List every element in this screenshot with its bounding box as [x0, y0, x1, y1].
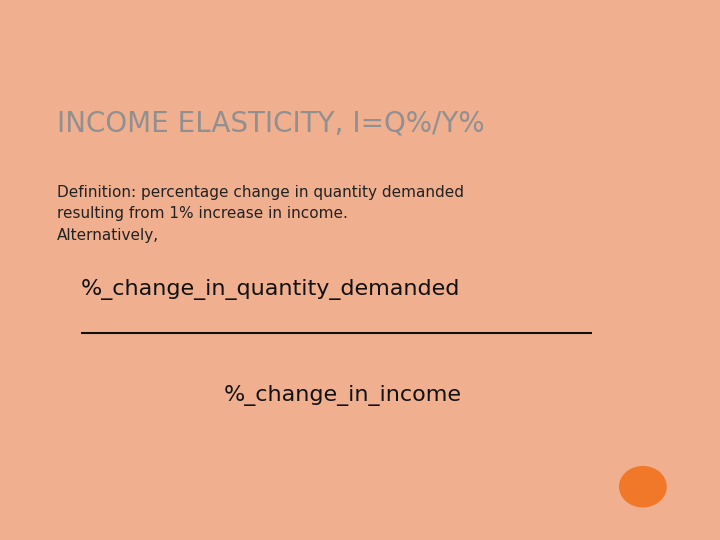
Text: INCOME ELASTICITY, I=Q%/Y%: INCOME ELASTICITY, I=Q%/Y% — [57, 110, 485, 138]
Text: %_change_in_quantity_demanded: %_change_in_quantity_demanded — [81, 279, 460, 300]
Text: %_change_in_income: %_change_in_income — [224, 386, 462, 407]
Ellipse shape — [620, 467, 666, 507]
Text: Definition: percentage change in quantity demanded
resulting from 1% increase in: Definition: percentage change in quantit… — [57, 185, 464, 243]
